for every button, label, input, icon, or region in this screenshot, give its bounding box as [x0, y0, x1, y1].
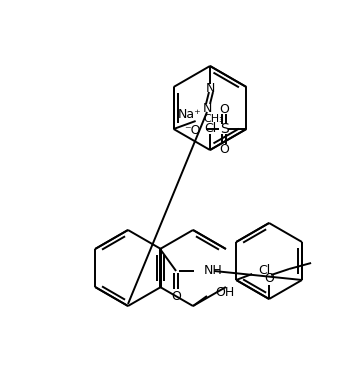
- Text: O: O: [219, 142, 229, 155]
- Text: NH: NH: [204, 265, 223, 278]
- Text: Cl: Cl: [204, 121, 216, 135]
- Text: N: N: [205, 82, 215, 95]
- Text: CH₃: CH₃: [203, 114, 224, 124]
- Text: O: O: [264, 273, 274, 286]
- Text: Cl: Cl: [258, 263, 270, 276]
- Text: O: O: [219, 102, 229, 115]
- Text: Na⁺: Na⁺: [178, 108, 201, 121]
- Text: O: O: [171, 290, 181, 303]
- Text: OH: OH: [215, 286, 234, 299]
- Text: N: N: [202, 102, 212, 115]
- Text: S: S: [220, 122, 229, 136]
- Text: ⁻O: ⁻O: [184, 124, 200, 137]
